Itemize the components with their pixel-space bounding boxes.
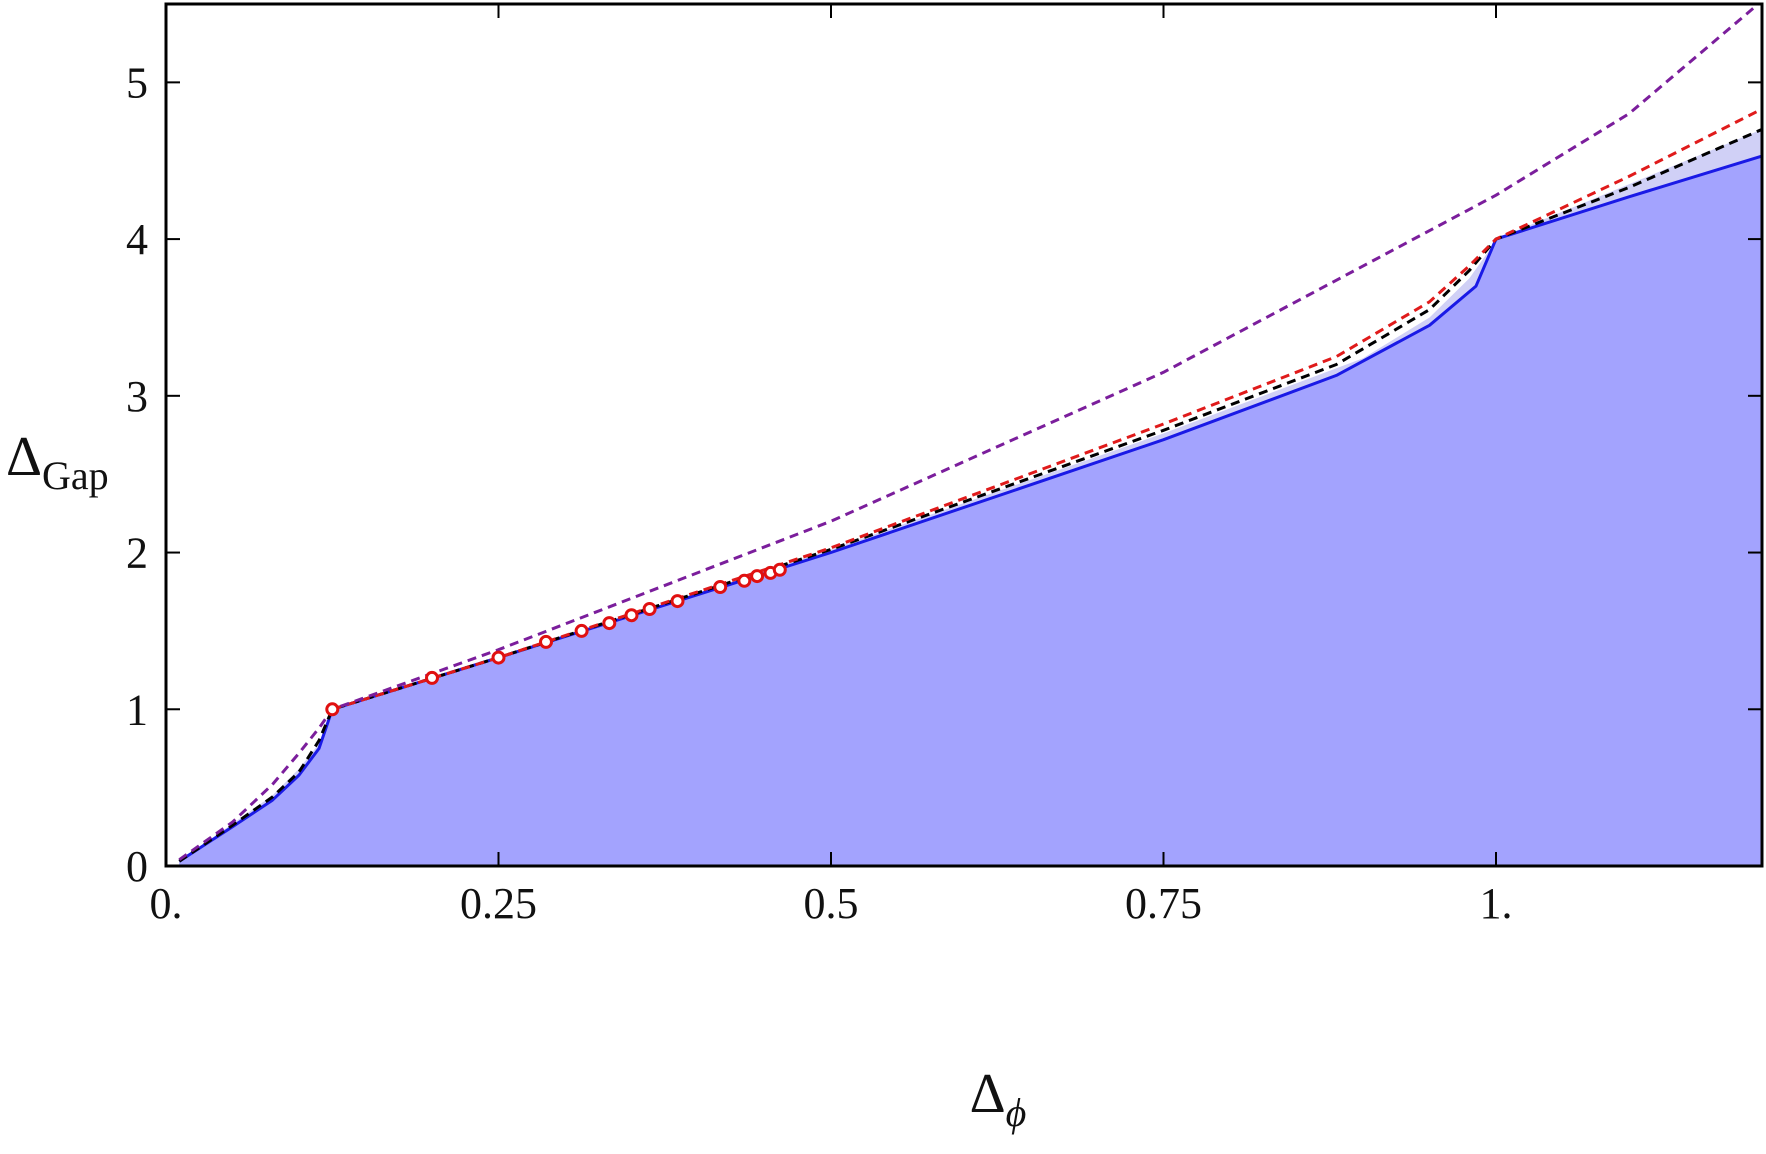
y-tick-label: 4	[126, 215, 148, 264]
y-tick-label: 2	[126, 529, 148, 578]
x-axis-label-sub: ϕ	[1006, 1090, 1027, 1135]
plot-frame	[164, 2, 1764, 868]
x-tick-label: 0.5	[804, 879, 859, 928]
y-axis-label: ΔGap	[6, 426, 109, 498]
y-tick-label: 1	[126, 685, 148, 734]
plot-content	[178, 4, 1762, 866]
x-axis-label: Δϕ	[970, 1063, 1027, 1135]
data-marker	[772, 562, 787, 577]
data-marker	[642, 602, 657, 616]
y-axis-label-main: Δ	[6, 426, 42, 488]
y-axis-label-sub: Gap	[42, 453, 109, 498]
allowed-region-fill	[179, 156, 1762, 866]
blue-bound-line	[178, 154, 1762, 863]
y-axis: 0 1 2 3 4 5	[126, 58, 1762, 891]
data-markers	[325, 562, 787, 717]
data-marker	[624, 608, 639, 623]
x-axis: 0. 0.25 0.5 0.75 1.	[150, 4, 1513, 928]
data-marker	[491, 650, 506, 665]
data-marker	[670, 594, 685, 609]
data-marker	[425, 670, 439, 685]
x-tick-label: 0.75	[1125, 879, 1202, 928]
x-axis-label-main: Δ	[970, 1063, 1006, 1125]
data-marker	[539, 634, 553, 649]
x-tick-label: 0.25	[460, 879, 537, 928]
purple-dashed-line	[178, 4, 1761, 861]
y-tick-label: 0	[126, 842, 148, 891]
data-marker	[602, 616, 617, 631]
x-tick-label: 1.	[1480, 879, 1513, 928]
red-dashed-line	[331, 107, 1762, 711]
x-tick-label: 0.	[150, 879, 183, 928]
data-marker	[737, 573, 752, 588]
data-marker	[713, 580, 728, 594]
data-marker	[325, 702, 340, 717]
series-lines	[178, 4, 1762, 863]
data-marker	[574, 623, 589, 638]
y-tick-label: 3	[126, 372, 148, 421]
data-marker	[750, 569, 765, 584]
y-tick-label: 5	[126, 58, 148, 107]
